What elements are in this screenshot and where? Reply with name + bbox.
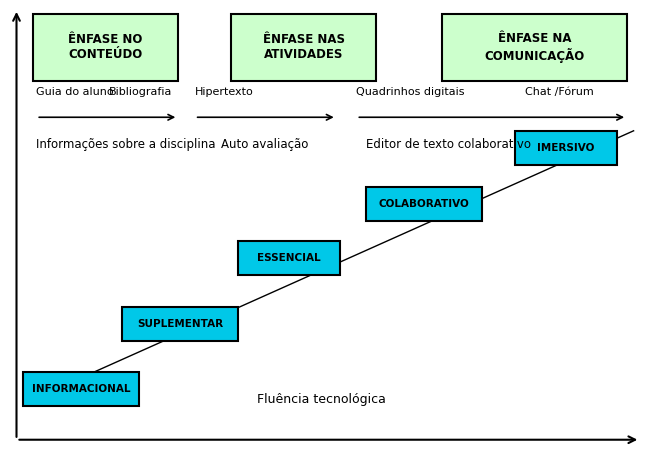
Text: Editor de texto colaborativo: Editor de texto colaborativo	[366, 138, 531, 151]
Text: Quadrinhos digitais: Quadrinhos digitais	[356, 87, 465, 97]
Bar	[442, 14, 627, 81]
Bar	[366, 187, 482, 221]
Text: Bibliografia: Bibliografia	[109, 87, 172, 97]
Text: ÊNFASE NAS
ATIVIDADES: ÊNFASE NAS ATIVIDADES	[263, 33, 345, 61]
Text: ÊNFASE NA
COMUNICAÇÃO: ÊNFASE NA COMUNICAÇÃO	[484, 32, 585, 63]
Text: SUPLEMENTAR: SUPLEMENTAR	[137, 318, 223, 329]
Text: INFORMACIONAL: INFORMACIONAL	[32, 384, 130, 394]
Text: Informações sobre a disciplina: Informações sobre a disciplina	[36, 138, 216, 151]
Text: Chat /Fórum: Chat /Fórum	[525, 87, 593, 97]
Text: Fluência tecnológica: Fluência tecnológica	[257, 393, 386, 405]
Text: Guia do aluno: Guia do aluno	[36, 87, 114, 97]
Text: IMERSIVO: IMERSIVO	[537, 143, 595, 153]
Text: Hipertexto: Hipertexto	[195, 87, 253, 97]
Bar	[122, 307, 238, 341]
Bar	[23, 372, 139, 406]
Text: ÊNFASE NO
CONTEÚDO: ÊNFASE NO CONTEÚDO	[69, 33, 143, 61]
Text: ESSENCIAL: ESSENCIAL	[257, 253, 321, 263]
Text: Auto avaliação: Auto avaliação	[221, 138, 308, 151]
Bar	[33, 14, 178, 81]
Bar	[231, 14, 376, 81]
Text: COLABORATIVO: COLABORATIVO	[379, 199, 469, 209]
Bar	[238, 241, 340, 275]
Bar	[515, 131, 617, 165]
